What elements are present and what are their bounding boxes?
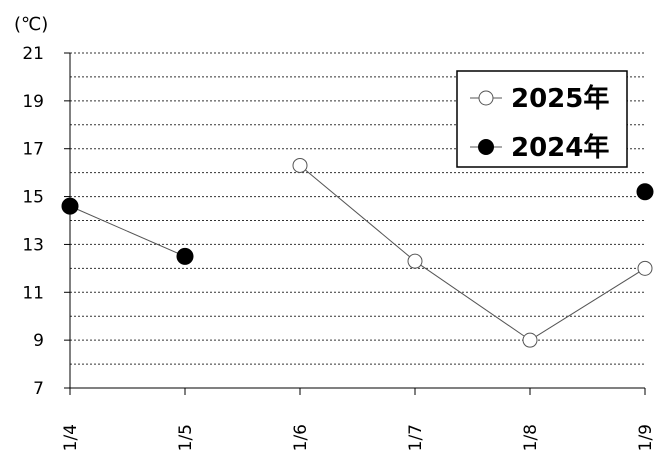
x-tick-label-6: 1/9 [636, 424, 656, 451]
axes [64, 52, 646, 395]
legend-2024-label: 2024年 [511, 132, 609, 163]
y-tick-label-13: 13 [22, 235, 44, 255]
series-1-segment-5 [529, 267, 646, 341]
series-layer [61, 157, 654, 348]
series-2-point-2 [176, 247, 194, 265]
y-tick-label-17: 17 [22, 140, 44, 160]
y-tick-label-7: 7 [33, 379, 44, 399]
series-1-segment-3 [299, 165, 416, 262]
series-1-segment-4 [414, 260, 531, 341]
x-tick-label-1: 1/4 [61, 424, 81, 451]
y-tick-label-19: 19 [22, 92, 44, 112]
x-tick-label-5: 1/8 [521, 424, 541, 451]
y-tick-label-9: 9 [33, 331, 44, 351]
y-unit-label: (℃) [14, 14, 48, 35]
series-2-segment-1 [69, 205, 186, 257]
series-1-point-4 [407, 253, 423, 269]
legend: 2025年 2024年 [456, 70, 628, 168]
legend-2025-label: 2025年 [511, 83, 609, 114]
series-1-point-6 [637, 260, 653, 276]
series-2-point-6 [636, 183, 654, 201]
x-tick-labels: 1/4 1/5 1/6 1/7 1/8 1/9 [61, 424, 656, 451]
series-1-point-3 [292, 157, 308, 173]
y-tick-label-21: 21 [22, 44, 44, 64]
y-tick-label-15: 15 [22, 188, 44, 208]
x-tick-label-4: 1/7 [406, 424, 426, 451]
legend-2025-marker [478, 90, 494, 106]
y-tick-label-11: 11 [22, 283, 44, 303]
legend-2024-marker [478, 139, 494, 155]
x-tick-label-2: 1/5 [176, 424, 196, 451]
series-1-point-5 [522, 332, 538, 348]
series-2-point-1 [61, 197, 79, 215]
x-tick-label-3: 1/6 [291, 424, 311, 451]
y-tick-labels: 7 9 11 13 15 17 19 21 [22, 44, 44, 399]
